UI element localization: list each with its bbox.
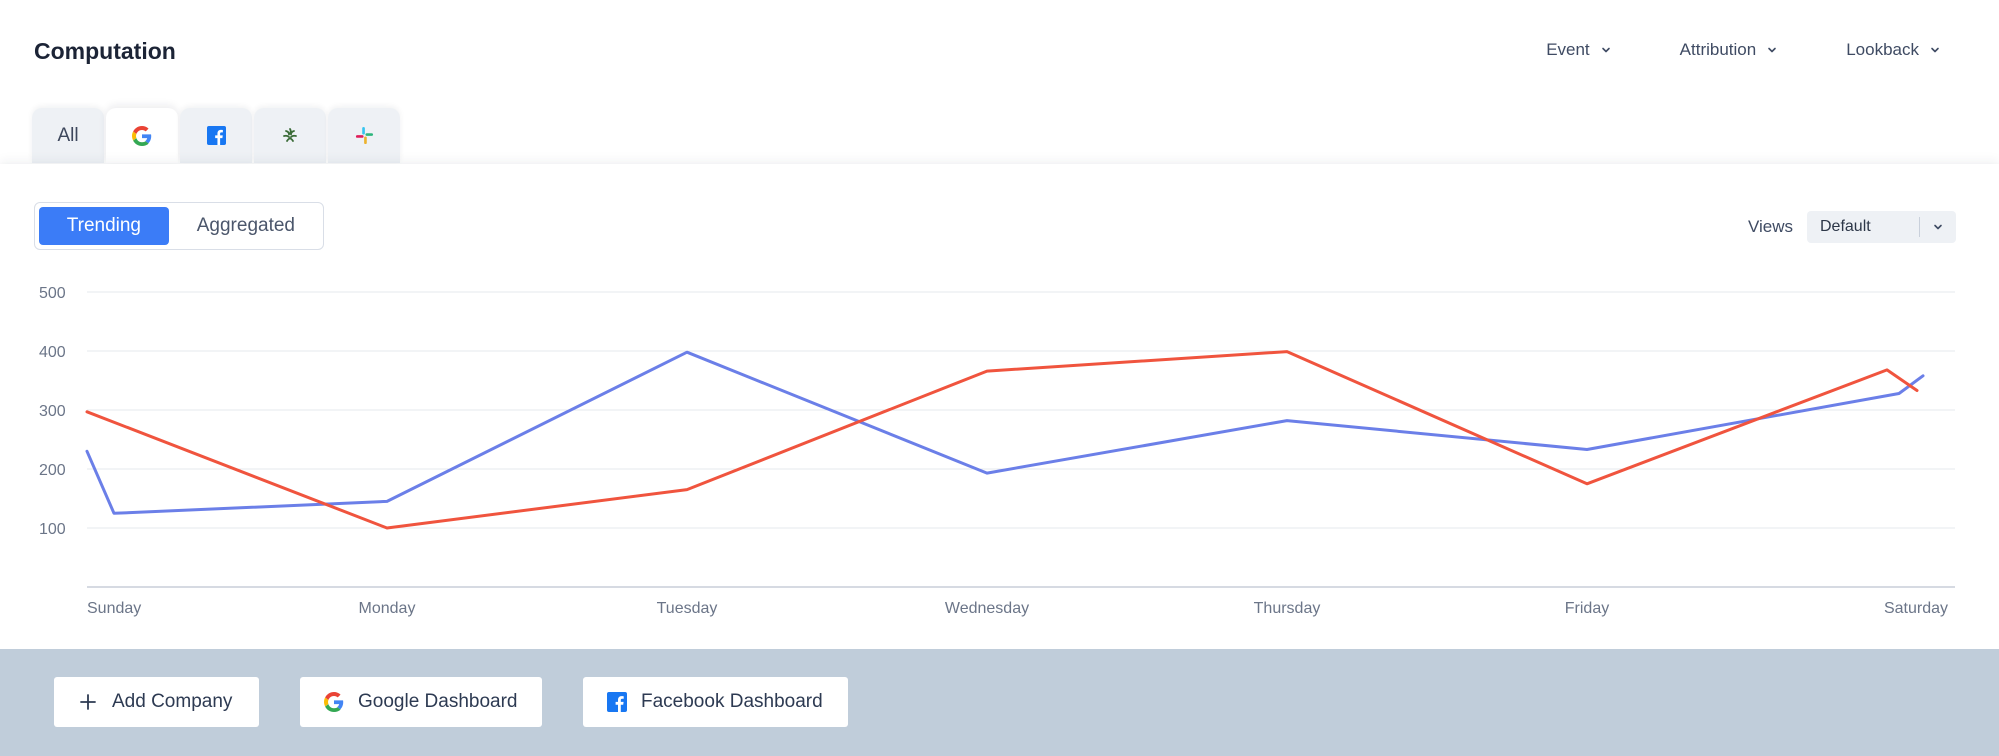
trend-line-chart: 100 200 300 400 500 Sunday Monday Tuesday Wednes… xyxy=(39,285,1955,617)
series-line-2 xyxy=(85,350,1919,530)
event-filter[interactable]: Event xyxy=(1546,40,1611,60)
tab-all[interactable]: All xyxy=(32,108,104,163)
source-tabs: All xyxy=(32,108,400,163)
y-tick-label: 300 xyxy=(39,403,66,420)
facebook-dashboard-button[interactable]: Facebook Dashboard xyxy=(583,677,848,727)
views-label: Views xyxy=(1747,217,1793,236)
action-bar: Add Company Google Dashboard Facebook Da… xyxy=(0,649,1999,756)
action-buttons: Add Company Google Dashboard Facebook Da… xyxy=(54,677,848,727)
chevron-down-icon xyxy=(1931,47,1939,53)
facebook-icon xyxy=(206,126,226,145)
chevron-down-icon xyxy=(1934,224,1942,230)
google-dashboard-button[interactable]: Google Dashboard xyxy=(300,677,542,727)
razer-icon xyxy=(283,127,297,142)
x-tick-label: Tuesday xyxy=(657,600,718,617)
y-tick-label: 400 xyxy=(39,344,66,361)
select-divider xyxy=(1919,217,1920,237)
header-area: Computation Event Attribution Lookback A… xyxy=(0,0,1999,164)
trending-button[interactable]: Trending xyxy=(39,207,169,245)
facebook-icon xyxy=(607,692,627,712)
views-control: Views Default xyxy=(1748,211,1956,243)
views-select[interactable]: Default xyxy=(1807,211,1956,243)
filter-bar: Event Attribution Lookback xyxy=(1546,40,1941,60)
aggregated-button[interactable]: Aggregated xyxy=(196,215,295,236)
x-tick-label: Wednesday xyxy=(945,600,1029,617)
google-icon xyxy=(132,125,152,146)
series-line-1 xyxy=(85,350,1925,515)
x-tick-label: Thursday xyxy=(1254,600,1321,617)
tab-google[interactable] xyxy=(106,108,178,163)
add-company-label: Add Company xyxy=(112,691,233,712)
chevron-down-icon xyxy=(1768,47,1777,53)
facebook-dashboard-label: Facebook Dashboard xyxy=(641,691,823,712)
google-icon xyxy=(324,692,344,712)
x-tick-label: Friday xyxy=(1565,600,1609,617)
tab-all-label: All xyxy=(57,124,79,146)
views-selected-value: Default xyxy=(1820,218,1871,235)
chevron-down-icon xyxy=(1601,47,1610,53)
tab-facebook[interactable] xyxy=(180,108,252,163)
lookback-filter[interactable]: Lookback xyxy=(1846,40,1941,60)
plus-icon xyxy=(80,694,96,710)
tab-slack[interactable] xyxy=(328,108,400,163)
attribution-filter-label: Attribution xyxy=(1679,40,1757,59)
y-tick-label: 200 xyxy=(39,462,66,479)
y-tick-label: 500 xyxy=(39,285,66,302)
page-title: Computation xyxy=(34,38,176,64)
x-tick-label: Sunday xyxy=(87,600,141,617)
x-tick-label: Monday xyxy=(359,600,416,617)
event-filter-label: Event xyxy=(1546,40,1590,59)
add-company-button[interactable]: Add Company xyxy=(54,677,259,727)
y-tick-label: 100 xyxy=(39,521,66,538)
x-tick-label: Saturday xyxy=(1884,600,1948,617)
lookback-filter-label: Lookback xyxy=(1846,40,1919,59)
slack-icon xyxy=(355,126,373,145)
chart-panel: Trending Aggregated Views Default 100 200… xyxy=(0,164,1999,649)
tab-razer[interactable] xyxy=(254,108,326,163)
view-mode-toggle: Trending Aggregated xyxy=(34,202,324,250)
attribution-filter[interactable]: Attribution xyxy=(1680,40,1779,60)
google-dashboard-label: Google Dashboard xyxy=(358,691,518,712)
